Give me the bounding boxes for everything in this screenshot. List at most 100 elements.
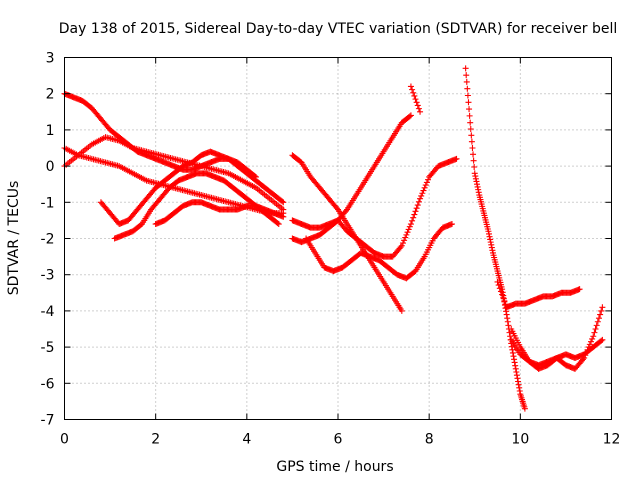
- data-point: [599, 304, 606, 311]
- data-point: [464, 85, 471, 92]
- data-point: [505, 322, 512, 329]
- data-point: [422, 182, 429, 189]
- data-point: [463, 72, 470, 79]
- data-point: [412, 208, 419, 215]
- data-point: [516, 387, 523, 394]
- data-point: [597, 311, 604, 318]
- x-tick-label: 10: [511, 432, 529, 448]
- data-point: [589, 335, 596, 342]
- data-point: [414, 102, 421, 109]
- data-point: [495, 282, 502, 289]
- y-tick-label: -5: [41, 340, 55, 356]
- points-layer: [61, 65, 606, 412]
- data-point: [342, 207, 349, 214]
- data-point: [472, 175, 479, 182]
- data-point: [417, 108, 424, 115]
- chart-title: Day 138 of 2015, Sidereal Day-to-day VTE…: [59, 21, 618, 37]
- data-point: [468, 138, 475, 145]
- data-point: [410, 214, 417, 221]
- data-point: [467, 125, 474, 132]
- data-point: [412, 96, 419, 103]
- data-point: [471, 164, 478, 171]
- data-point: [414, 202, 421, 209]
- data-point: [279, 198, 286, 205]
- data-point: [500, 294, 507, 301]
- data-point: [413, 205, 420, 212]
- grid-layer: [64, 57, 612, 420]
- data-point: [415, 105, 422, 112]
- data-point: [274, 220, 281, 227]
- data-point: [397, 244, 404, 251]
- data-point: [402, 234, 409, 241]
- data-point: [515, 381, 522, 388]
- data-point: [598, 337, 605, 344]
- data-point: [586, 341, 593, 348]
- data-point: [590, 333, 597, 340]
- data-point: [599, 336, 606, 343]
- data-point: [404, 229, 411, 236]
- data-point: [506, 329, 513, 336]
- data-point: [275, 221, 282, 228]
- data-point: [501, 297, 508, 304]
- y-tick-label: 2: [46, 87, 55, 103]
- data-point: [512, 362, 519, 369]
- data-point: [487, 236, 494, 243]
- data-point: [417, 195, 424, 202]
- data-point: [504, 315, 511, 322]
- data-point: [582, 352, 589, 359]
- y-tick-label: -4: [41, 304, 55, 320]
- data-point: [488, 244, 495, 251]
- data-point: [486, 233, 493, 240]
- y-tick-label: -1: [41, 195, 55, 211]
- data-point: [516, 384, 523, 391]
- data-point: [487, 239, 494, 246]
- y-tick-label: -7: [41, 413, 55, 429]
- x-tick-label: 4: [242, 432, 251, 448]
- y-tick-label: -2: [41, 232, 55, 248]
- data-point: [418, 192, 425, 199]
- data-point: [504, 318, 511, 325]
- data-point: [421, 184, 428, 191]
- data-point: [499, 291, 506, 298]
- data-point: [470, 157, 477, 164]
- data-point: [583, 349, 590, 356]
- data-point: [595, 315, 602, 322]
- data-point: [513, 372, 520, 379]
- data-point: [406, 113, 413, 120]
- data-point: [425, 176, 432, 183]
- data-point: [503, 308, 510, 315]
- data-point: [419, 190, 426, 197]
- data-point: [411, 211, 418, 218]
- data-point: [488, 241, 495, 248]
- series-track-14: [508, 304, 606, 372]
- data-point: [489, 247, 496, 254]
- data-point: [474, 181, 481, 188]
- data-point: [592, 326, 599, 332]
- data-point: [511, 359, 518, 366]
- series-track-3: [61, 134, 287, 213]
- data-point: [580, 356, 587, 363]
- data-point: [405, 226, 412, 233]
- data-point: [509, 346, 516, 353]
- data-point: [467, 119, 474, 126]
- series-track-12: [494, 278, 583, 311]
- data-point: [410, 89, 417, 96]
- series-track-10: [303, 221, 455, 282]
- data-point: [415, 198, 422, 205]
- data-point: [473, 178, 480, 185]
- data-point: [497, 288, 504, 295]
- data-point: [406, 223, 413, 230]
- data-point: [503, 311, 510, 318]
- y-tick-label: -3: [41, 268, 55, 284]
- data-point: [398, 242, 405, 249]
- data-point: [468, 132, 475, 139]
- data-point: [252, 173, 259, 180]
- data-point: [413, 99, 420, 106]
- data-point: [251, 173, 258, 180]
- data-point: [411, 92, 418, 99]
- data-point: [423, 179, 430, 186]
- data-point: [494, 278, 501, 285]
- data-point: [510, 353, 517, 360]
- data-point: [409, 217, 416, 224]
